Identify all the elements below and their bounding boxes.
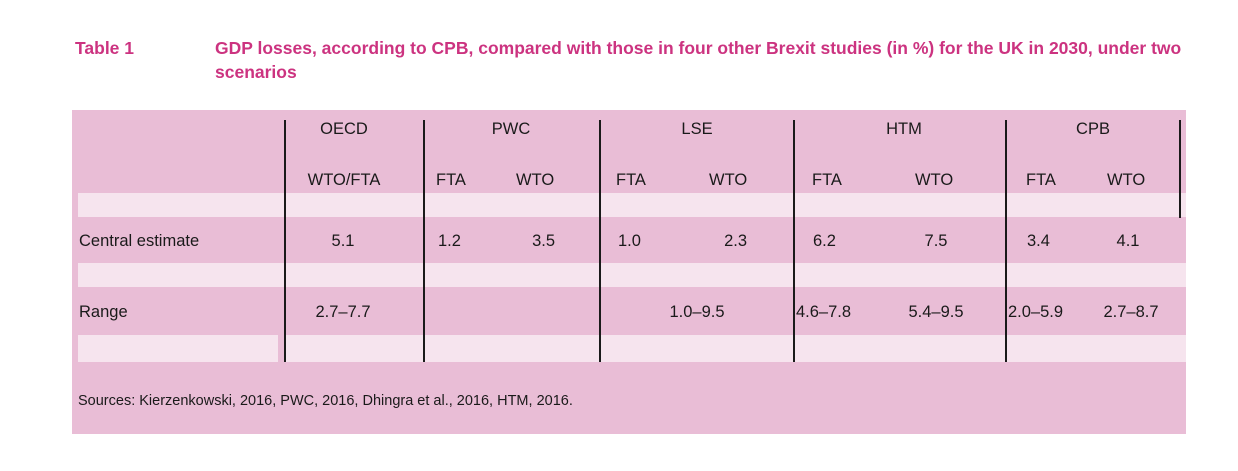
table-title: GDP losses, according to CPB, compared w… [215,38,1182,82]
rule-htm-left [793,120,795,362]
subheader-cpb-wto: WTO [1107,171,1146,189]
central-cpb-fta: 3.4 [1027,232,1050,250]
range-htm-fta: 4.6–7.8 [796,303,852,321]
header-htm: HTM [886,120,922,138]
spacer-row-3b [286,335,1186,362]
range-oecd: 2.7–7.7 [315,303,371,321]
central-pwc-fta: 1.2 [438,232,461,250]
central-htm-fta: 6.2 [813,232,836,250]
spacer-row-3 [78,335,278,362]
central-lse-fta: 1.0 [618,232,641,250]
spacer-row-2 [78,263,1186,287]
row-label-central: Central estimate [79,232,200,250]
central-cpb-wto: 4.1 [1116,232,1140,250]
subheader-lse-fta: FTA [616,171,646,189]
range-htm-wto: 5.4–9.5 [908,303,964,321]
subheader-pwc-fta: FTA [436,171,466,189]
central-lse-wto: 2.3 [724,232,747,250]
rule-cpb-right [1179,120,1181,218]
header-lse: LSE [681,120,713,138]
range-lse: 1.0–9.5 [669,303,725,321]
subheader-cpb-fta: FTA [1026,171,1056,189]
central-htm-wto: 7.5 [924,232,948,250]
table-sources: Sources: Kierzenkowski, 2016, PWC, 2016,… [78,393,573,409]
rule-pwc-left [423,120,425,362]
spacer-row-1 [78,193,1186,217]
row-label-range: Range [79,303,128,321]
subheader-lse-wto: WTO [709,171,748,189]
central-pwc-wto: 3.5 [532,232,555,250]
subheader-htm-wto: WTO [915,171,954,189]
subheader-htm-fta: FTA [812,171,842,189]
header-pwc: PWC [491,120,531,138]
table-number: Table 1 [75,38,135,58]
table-panel: OECD PWC LSE HTM CPB WTO/FTA FTA WTO FTA… [72,110,1186,434]
rule-cpb-left [1005,120,1007,362]
rule-lse-left [599,120,601,362]
range-cpb-wto: 2.7–8.7 [1103,303,1159,321]
subheader-oecd: WTO/FTA [307,171,381,189]
header-oecd: OECD [320,120,368,138]
header-cpb: CPB [1076,120,1110,138]
range-cpb-fta: 2.0–5.9 [1008,303,1064,321]
central-oecd: 5.1 [331,232,355,250]
rule-oecd-left [284,120,286,362]
subheader-pwc-wto: WTO [516,171,555,189]
